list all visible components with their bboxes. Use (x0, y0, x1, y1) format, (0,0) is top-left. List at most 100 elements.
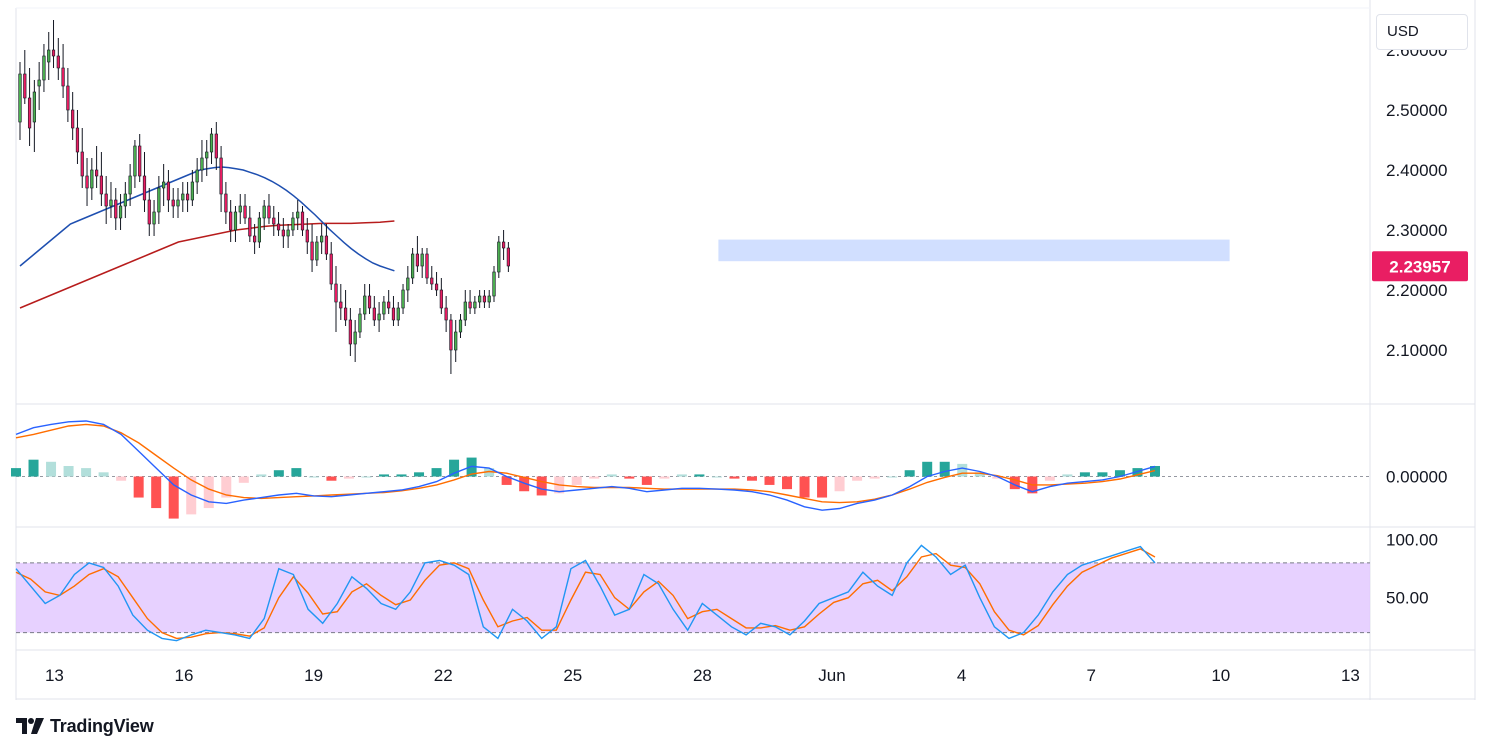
candle[interactable] (492, 266, 496, 302)
candle[interactable] (66, 68, 70, 122)
candle[interactable] (473, 296, 477, 314)
candle[interactable] (243, 194, 247, 224)
candle[interactable] (229, 200, 233, 242)
candle[interactable] (487, 290, 491, 308)
candle[interactable] (27, 68, 32, 146)
candle[interactable] (367, 284, 372, 314)
candle[interactable] (80, 128, 84, 188)
candle[interactable] (387, 290, 391, 314)
candle[interactable] (147, 188, 151, 236)
candle[interactable] (51, 20, 56, 68)
candle[interactable] (205, 140, 209, 176)
tradingview-brand[interactable]: TradingView (16, 714, 154, 738)
candle[interactable] (315, 236, 319, 266)
candle[interactable] (320, 224, 324, 254)
candle[interactable] (439, 278, 443, 314)
candlestick-series[interactable] (18, 20, 510, 374)
candle[interactable] (334, 266, 338, 332)
candle[interactable] (458, 314, 463, 338)
price-axis[interactable]: 2.600002.500002.400002.300002.200002.100… (1386, 41, 1447, 608)
candle[interactable] (372, 296, 376, 326)
candle[interactable] (95, 146, 99, 188)
candle[interactable] (104, 176, 108, 224)
candle[interactable] (276, 212, 281, 236)
candle[interactable] (75, 110, 80, 164)
candle[interactable] (37, 62, 41, 110)
candle[interactable] (434, 272, 439, 296)
candle[interactable] (382, 296, 386, 320)
candle[interactable] (339, 284, 343, 320)
candle[interactable] (257, 212, 262, 248)
candle[interactable] (478, 290, 482, 308)
candle[interactable] (420, 248, 424, 278)
candle[interactable] (296, 200, 300, 230)
candle[interactable] (162, 164, 166, 206)
candle[interactable] (377, 302, 381, 332)
candle[interactable] (214, 122, 218, 170)
candle[interactable] (310, 224, 314, 272)
candle[interactable] (219, 146, 223, 212)
candle[interactable] (272, 206, 276, 236)
candle[interactable] (23, 50, 27, 104)
currency-selector[interactable]: USD (1376, 14, 1468, 50)
candle[interactable] (18, 62, 22, 140)
candle[interactable] (286, 224, 290, 248)
candle[interactable] (406, 266, 410, 302)
candle[interactable] (185, 182, 190, 212)
candle[interactable] (253, 224, 257, 254)
candle[interactable] (157, 176, 161, 224)
candle[interactable] (305, 218, 309, 254)
candle[interactable] (238, 194, 242, 224)
candle[interactable] (142, 152, 147, 212)
candle[interactable] (267, 194, 271, 224)
candle[interactable] (166, 170, 171, 212)
candle[interactable] (224, 182, 228, 224)
candle[interactable] (56, 38, 60, 80)
candle[interactable] (118, 194, 123, 230)
candle[interactable] (363, 284, 367, 320)
candle[interactable] (123, 182, 127, 218)
candle[interactable] (396, 302, 400, 326)
candle[interactable] (171, 188, 175, 218)
candle[interactable] (391, 296, 396, 326)
stochastic-pane[interactable] (15, 544, 1370, 642)
candle[interactable] (430, 266, 434, 290)
candle[interactable] (415, 236, 420, 272)
candle[interactable] (209, 128, 214, 164)
candle[interactable] (425, 248, 429, 284)
candle[interactable] (133, 140, 137, 188)
time-axis[interactable]: 13 16 19 22 25 28 Jun 4 7 10 13 (45, 666, 1360, 685)
candle[interactable] (85, 158, 89, 206)
candle[interactable] (348, 308, 352, 356)
candle[interactable] (90, 158, 94, 200)
candle[interactable] (411, 248, 415, 284)
candle[interactable] (138, 134, 142, 182)
candle[interactable] (114, 188, 118, 230)
candle[interactable] (454, 320, 458, 362)
candle[interactable] (152, 200, 156, 236)
candle[interactable] (482, 290, 487, 308)
candle[interactable] (291, 212, 295, 236)
candle[interactable] (281, 218, 285, 248)
candle[interactable] (468, 290, 472, 314)
candle[interactable] (190, 170, 194, 206)
candle[interactable] (501, 230, 506, 260)
candle[interactable] (463, 290, 467, 326)
candle[interactable] (32, 80, 36, 152)
candle[interactable] (444, 296, 448, 332)
candle[interactable] (71, 92, 75, 140)
candle[interactable] (42, 44, 46, 92)
candle[interactable] (181, 182, 185, 212)
candle[interactable] (109, 182, 113, 218)
candle[interactable] (248, 206, 252, 242)
candle[interactable] (449, 314, 453, 374)
candle[interactable] (324, 224, 329, 260)
candle[interactable] (176, 188, 180, 218)
candle[interactable] (233, 206, 238, 242)
candle[interactable] (358, 308, 362, 338)
candle[interactable] (506, 242, 510, 272)
candle[interactable] (401, 284, 405, 314)
macd-pane[interactable] (11, 420, 1370, 519)
candle[interactable] (99, 152, 103, 206)
